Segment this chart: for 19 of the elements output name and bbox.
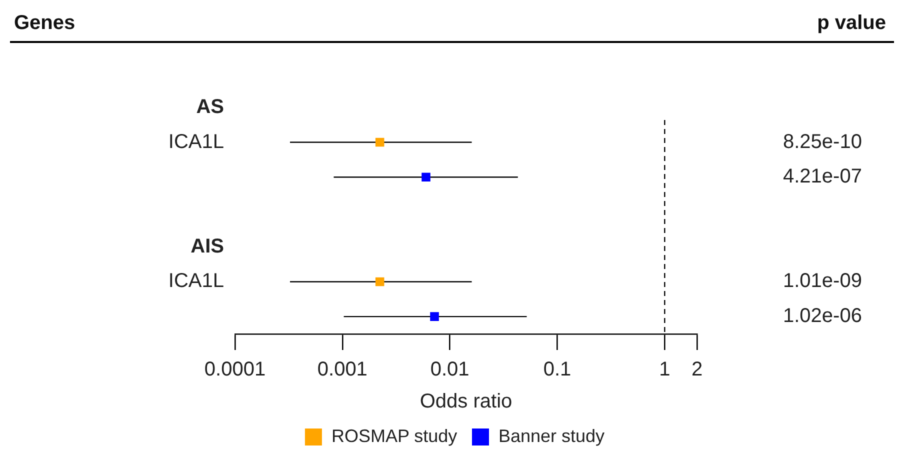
y2-tick-label: 8.25e-10	[783, 130, 862, 153]
y2-tick-label: 1.02e-06	[783, 305, 862, 328]
x-tick-label: 0.01	[430, 358, 470, 381]
x-tick-label: 2	[691, 358, 703, 381]
x-axis-title: Odds ratio	[420, 390, 512, 413]
legend-label: Banner study	[498, 426, 605, 446]
y-tick-label: ICA1L	[168, 130, 224, 153]
y-tick-label: AS	[196, 96, 224, 118]
x-tick-label: 0.0001	[204, 358, 266, 381]
y2-tick-label: 1.01e-09	[783, 270, 862, 292]
y-tick-label: AIS	[190, 235, 224, 258]
x-tick-label: 0.001	[317, 358, 368, 381]
legend-label: ROSMAP study	[331, 426, 458, 446]
y2-tick-label: 4.21e-07	[783, 166, 862, 188]
text: Genes	[14, 12, 76, 35]
y-tick-label: ICA1L	[168, 270, 224, 292]
text: p value	[817, 12, 886, 35]
x-tick-label: 1	[659, 358, 670, 381]
x-tick-label: 0.1	[543, 358, 572, 381]
